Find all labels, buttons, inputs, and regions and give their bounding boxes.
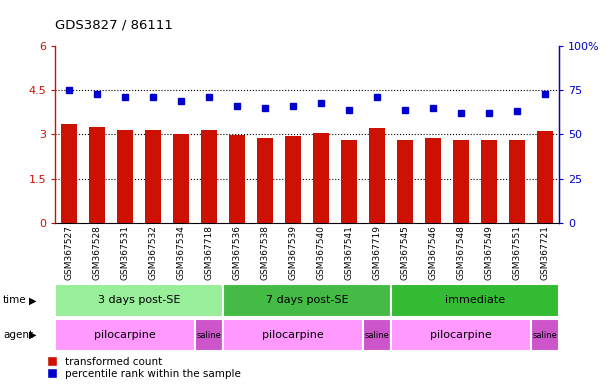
Bar: [201, 130, 217, 223]
Bar: [61, 124, 77, 223]
Bar: [285, 136, 301, 223]
Bar: [453, 140, 469, 223]
Bar: [257, 138, 273, 223]
Text: 7 days post-SE: 7 days post-SE: [266, 295, 348, 306]
Bar: [369, 128, 385, 223]
Bar: [223, 319, 363, 351]
Text: agent: agent: [3, 330, 33, 340]
Bar: [391, 284, 559, 317]
Text: 3 days post-SE: 3 days post-SE: [98, 295, 180, 306]
Legend: transformed count, percentile rank within the sample: transformed count, percentile rank withi…: [48, 357, 241, 379]
Bar: [510, 140, 525, 223]
Text: pilocarpine: pilocarpine: [430, 330, 492, 340]
Bar: [229, 135, 245, 223]
Bar: [117, 130, 133, 223]
Bar: [195, 319, 223, 351]
Text: immediate: immediate: [445, 295, 505, 306]
Text: ▶: ▶: [29, 330, 37, 340]
Bar: [363, 319, 391, 351]
Bar: [145, 130, 161, 223]
Text: ▶: ▶: [29, 295, 37, 306]
Text: GDS3827 / 86111: GDS3827 / 86111: [55, 18, 173, 31]
Text: time: time: [3, 295, 27, 306]
Bar: [89, 127, 104, 223]
Bar: [531, 319, 559, 351]
Text: saline: saline: [533, 331, 557, 339]
Bar: [55, 319, 195, 351]
Text: saline: saline: [197, 331, 221, 339]
Bar: [313, 133, 329, 223]
Text: pilocarpine: pilocarpine: [262, 330, 324, 340]
Bar: [55, 284, 223, 317]
Bar: [425, 138, 441, 223]
Bar: [391, 319, 531, 351]
Bar: [174, 134, 189, 223]
Bar: [481, 140, 497, 223]
Bar: [397, 140, 413, 223]
Bar: [342, 140, 357, 223]
Bar: [223, 284, 391, 317]
Text: saline: saline: [365, 331, 389, 339]
Bar: [537, 131, 553, 223]
Text: pilocarpine: pilocarpine: [94, 330, 156, 340]
